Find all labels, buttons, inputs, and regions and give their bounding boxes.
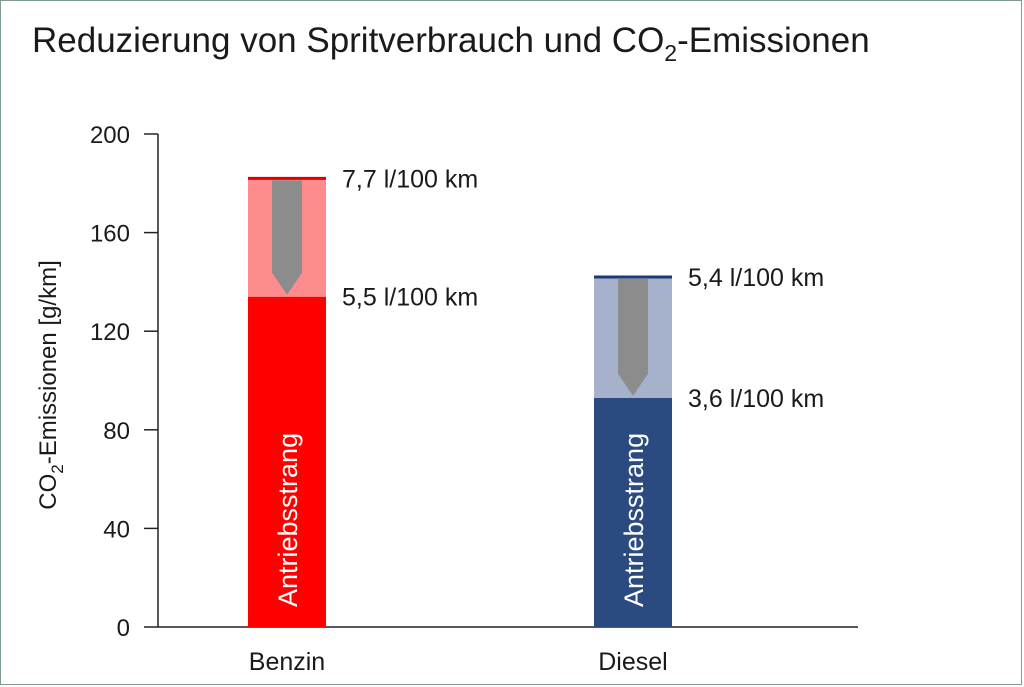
category-label: Benzin [249,648,325,676]
bar-benzin-after [248,296,326,627]
y-axis-label: CO2-Emissionen [g/km] [35,260,67,510]
label-after-diesel: 3,6 l/100 km [688,385,824,413]
bar-diesel-after [594,397,672,627]
inner-label-benzin: Antriebsstrang [273,433,303,607]
y-tick-label: 120 [90,319,130,346]
reduction-arrow-icon [618,278,648,396]
y-tick-label: 200 [90,122,130,149]
inner-label-diesel: Antriebsstrang [619,433,649,607]
y-tick-label: 0 [117,615,130,642]
axes: 0 40 80 120 160 200 [90,122,858,642]
y-tick-label: 160 [90,221,130,248]
label-before-benzin: 7,7 l/100 km [342,165,478,193]
label-after-benzin: 5,5 l/100 km [342,284,478,312]
label-before-diesel: 5,4 l/100 km [688,264,824,292]
category-label: Diesel [598,648,667,676]
reduction-arrow-icon [272,180,302,295]
bars: 7,7 l/100 km 5,5 l/100 km Antriebsstrang Be… [248,165,824,676]
chart-title: Reduzierung von Spritverbrauch und CO2-E… [32,21,870,66]
y-tick-label: 80 [103,418,130,445]
y-tick-label: 40 [103,516,130,543]
